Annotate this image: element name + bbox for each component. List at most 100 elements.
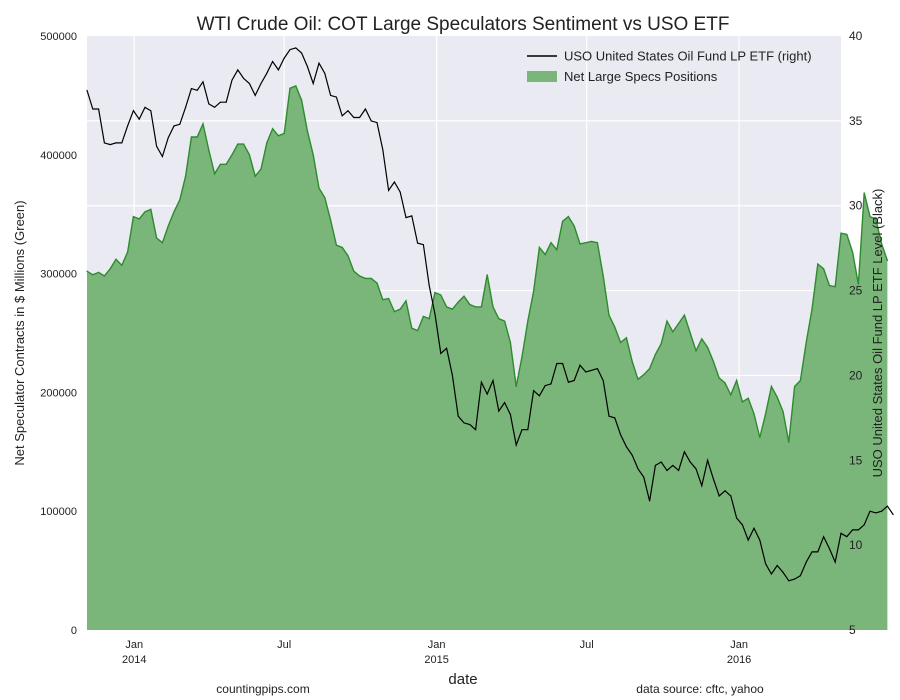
uso-data-point xyxy=(712,478,714,480)
uso-data-point xyxy=(869,510,871,512)
uso-data-point xyxy=(544,385,546,387)
x-tick-label: Jan xyxy=(428,639,446,651)
specs-data-point xyxy=(301,99,303,101)
specs-data-point xyxy=(695,350,697,352)
specs-data-point xyxy=(115,258,117,260)
left-tick-label: 0 xyxy=(71,625,77,637)
uso-data-point xyxy=(196,89,198,91)
legend-label-uso: USO United States Oil Fund LP ETF (right… xyxy=(564,49,812,64)
specs-data-point xyxy=(353,270,355,272)
footer-data-source: data source: cftc, yahoo xyxy=(636,682,764,696)
specs-data-point xyxy=(869,216,871,218)
uso-data-point xyxy=(881,510,883,512)
uso-data-point xyxy=(637,468,639,470)
uso-data-point xyxy=(208,103,210,105)
uso-data-point xyxy=(707,459,709,461)
specs-data-point xyxy=(306,130,308,132)
x-tick-label: Jul xyxy=(580,639,594,651)
specs-data-point xyxy=(741,401,744,403)
uso-data-point xyxy=(794,578,796,580)
uso-data-point xyxy=(440,352,442,354)
uso-data-point xyxy=(127,125,129,127)
uso-data-point xyxy=(625,446,627,448)
uso-data-point xyxy=(399,191,401,193)
specs-data-point xyxy=(190,136,192,138)
uso-data-point xyxy=(631,454,633,456)
uso-data-point xyxy=(480,381,482,383)
specs-data-point xyxy=(672,331,674,333)
specs-data-point xyxy=(805,341,807,344)
specs-data-point xyxy=(399,308,401,310)
uso-data-point xyxy=(393,181,395,183)
left-axis-ticks: 0 100000 200000 300000 400000 500000 xyxy=(40,31,77,637)
uso-data-point xyxy=(614,417,616,419)
specs-data-point xyxy=(376,282,378,284)
uso-data-point xyxy=(376,122,378,124)
specs-data-point xyxy=(567,216,570,218)
right-axis-label: USO United States Oil Fund LP ETF Level … xyxy=(870,189,885,478)
uso-data-point xyxy=(678,470,680,471)
specs-data-point xyxy=(243,143,245,145)
specs-data-point xyxy=(393,311,395,313)
uso-data-point xyxy=(156,145,158,147)
uso-data-point xyxy=(370,120,372,122)
chart-title: WTI Crude Oil: COT Large Speculators Sen… xyxy=(197,14,730,35)
specs-data-point xyxy=(237,143,239,145)
uso-data-point xyxy=(214,106,216,108)
specs-data-point xyxy=(585,242,587,244)
uso-data-point xyxy=(254,94,256,96)
specs-data-point xyxy=(550,242,552,244)
specs-data-point xyxy=(388,297,390,300)
specs-data-point xyxy=(86,270,88,272)
legend-swatch-specs xyxy=(527,71,557,82)
specs-data-point xyxy=(701,338,703,340)
specs-data-point xyxy=(788,441,790,443)
uso-data-point xyxy=(654,464,656,466)
specs-data-point xyxy=(556,249,558,251)
specs-data-point xyxy=(335,244,337,246)
uso-data-point xyxy=(562,363,564,364)
specs-data-point xyxy=(724,382,726,384)
uso-data-point xyxy=(237,69,239,71)
uso-data-point xyxy=(335,96,337,98)
legend: USO United States Oil Fund LP ETF (right… xyxy=(527,49,812,84)
uso-data-point xyxy=(202,81,204,83)
specs-data-point xyxy=(231,154,233,156)
specs-data-point xyxy=(591,240,593,243)
specs-data-point xyxy=(248,154,250,156)
uso-data-point xyxy=(167,137,169,139)
specs-data-point xyxy=(852,251,854,253)
uso-data-point xyxy=(446,347,448,349)
specs-data-point xyxy=(718,377,720,379)
uso-data-point xyxy=(225,101,227,103)
specs-data-point xyxy=(417,330,419,332)
specs-data-point xyxy=(446,306,448,308)
specs-data-point xyxy=(614,326,616,328)
specs-data-point xyxy=(689,332,691,334)
specs-data-point xyxy=(469,303,471,306)
specs-data-point xyxy=(156,237,158,239)
uso-data-point xyxy=(718,495,720,497)
specs-data-point xyxy=(782,410,784,412)
specs-data-point xyxy=(463,295,465,297)
specs-data-point xyxy=(649,368,651,370)
specs-data-point xyxy=(654,353,657,355)
specs-data-point xyxy=(457,301,459,303)
uso-data-point xyxy=(103,142,105,144)
uso-data-point xyxy=(788,580,790,582)
uso-data-point xyxy=(248,83,250,84)
uso-data-point xyxy=(672,464,674,466)
specs-data-point xyxy=(504,320,506,322)
uso-data-point xyxy=(434,313,436,315)
uso-data-point xyxy=(817,551,819,553)
uso-data-point xyxy=(144,106,146,108)
specs-data-point xyxy=(179,199,181,201)
specs-data-point xyxy=(260,168,262,170)
uso-data-point xyxy=(828,548,830,549)
specs-data-point xyxy=(770,385,773,388)
specs-data-point xyxy=(208,149,210,151)
uso-data-point xyxy=(231,79,233,81)
left-axis-label: Net Speculator Contracts in $ Millions (… xyxy=(12,200,27,465)
uso-data-point xyxy=(295,47,297,49)
specs-data-point xyxy=(324,197,326,199)
